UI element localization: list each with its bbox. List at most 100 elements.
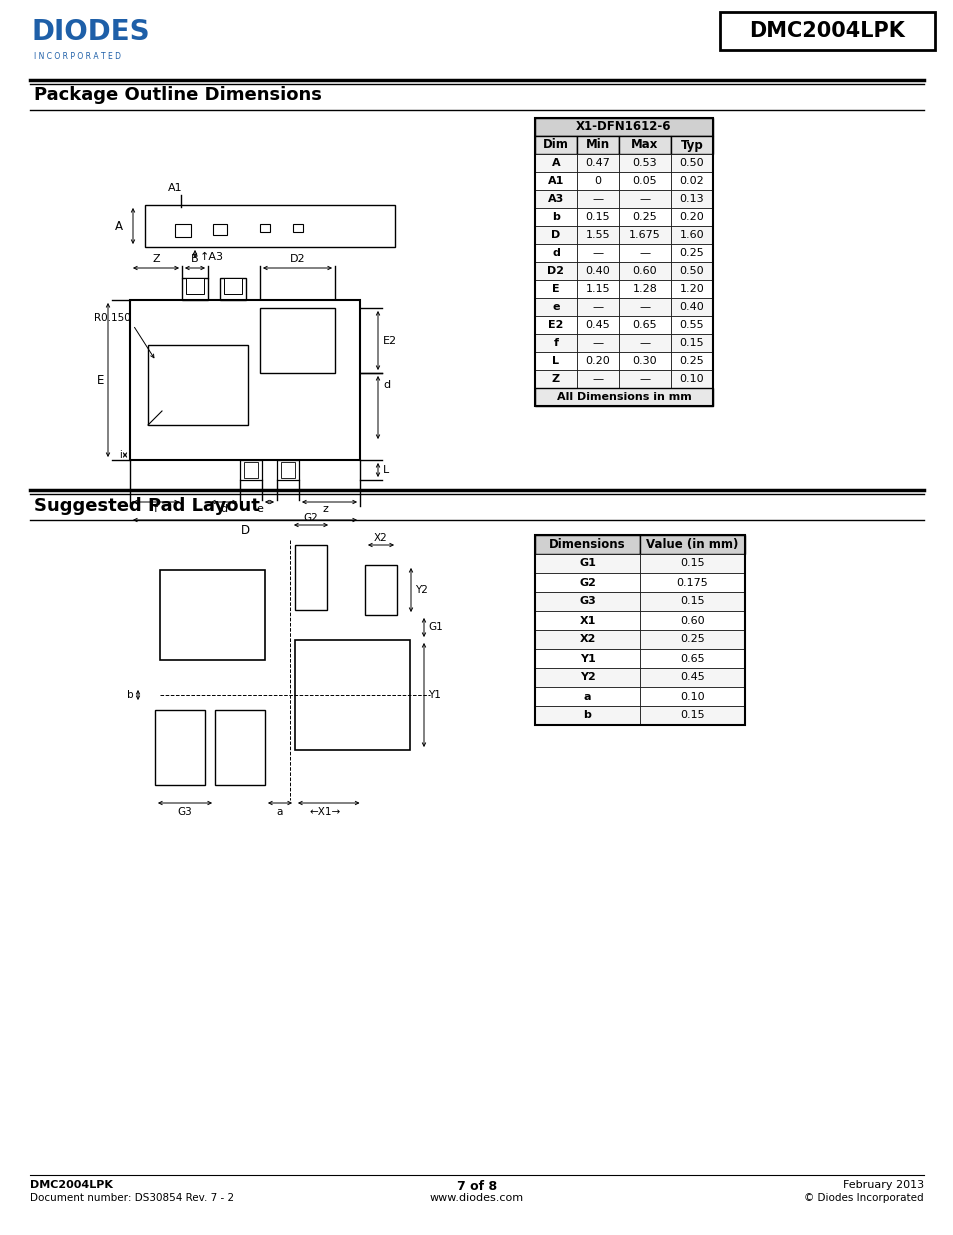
Text: G1: G1 <box>428 622 442 632</box>
Bar <box>577 226 618 245</box>
Bar <box>154 710 205 785</box>
Text: e: e <box>256 504 263 514</box>
Text: 0.20: 0.20 <box>679 212 703 222</box>
Text: Value (in mm): Value (in mm) <box>645 538 738 551</box>
Text: a: a <box>583 692 591 701</box>
Bar <box>618 280 670 298</box>
Bar <box>618 333 670 352</box>
Text: 1.28: 1.28 <box>632 284 657 294</box>
Text: 0.50: 0.50 <box>679 158 703 168</box>
Text: Y2: Y2 <box>579 673 595 683</box>
Bar <box>174 224 191 237</box>
Bar <box>639 573 744 592</box>
Bar <box>670 190 712 207</box>
Bar <box>670 245 712 262</box>
Text: f: f <box>553 338 558 348</box>
Text: a: a <box>276 806 283 818</box>
Bar <box>535 706 639 725</box>
Text: D: D <box>240 524 250 537</box>
Text: © Diodes Incorporated: © Diodes Incorporated <box>803 1193 923 1203</box>
Text: —: — <box>639 338 650 348</box>
Text: R0.150: R0.150 <box>94 312 131 324</box>
Text: —: — <box>592 303 603 312</box>
Text: 0.20: 0.20 <box>585 356 610 366</box>
Text: B: B <box>191 254 198 264</box>
Bar <box>670 207 712 226</box>
Bar <box>186 278 204 294</box>
Bar <box>160 571 265 659</box>
Bar <box>535 172 577 190</box>
Bar <box>535 190 577 207</box>
Bar <box>535 262 577 280</box>
Text: 0.45: 0.45 <box>585 320 610 330</box>
Bar <box>577 262 618 280</box>
Text: 0.05: 0.05 <box>632 177 657 186</box>
Text: —: — <box>639 248 650 258</box>
Text: —: — <box>592 194 603 204</box>
Bar <box>535 611 639 630</box>
Text: A3: A3 <box>547 194 563 204</box>
Bar <box>618 316 670 333</box>
Text: —: — <box>639 303 650 312</box>
Text: 0.15: 0.15 <box>679 558 704 568</box>
Bar <box>618 262 670 280</box>
Text: 0.60: 0.60 <box>679 615 704 625</box>
Bar <box>577 245 618 262</box>
Bar <box>639 668 744 687</box>
Bar <box>535 668 639 687</box>
Bar <box>639 630 744 650</box>
Text: 0.02: 0.02 <box>679 177 703 186</box>
Bar <box>639 535 744 555</box>
Bar <box>145 205 395 247</box>
Text: z: z <box>322 504 328 514</box>
Text: www.diodes.com: www.diodes.com <box>430 1193 523 1203</box>
Text: 0.53: 0.53 <box>632 158 657 168</box>
Text: G3: G3 <box>578 597 596 606</box>
Text: Document number: DS30854 Rev. 7 - 2: Document number: DS30854 Rev. 7 - 2 <box>30 1193 233 1203</box>
Text: DMC2004LPK: DMC2004LPK <box>749 21 904 41</box>
Text: 0.50: 0.50 <box>679 266 703 275</box>
Text: I N C O R P O R A T E D: I N C O R P O R A T E D <box>34 52 121 61</box>
Bar <box>577 136 618 154</box>
Text: X2: X2 <box>578 635 595 645</box>
Bar <box>535 298 577 316</box>
Text: i: i <box>119 450 122 459</box>
Bar <box>294 545 327 610</box>
Bar <box>294 640 410 750</box>
Text: Y1: Y1 <box>428 690 440 700</box>
Bar <box>535 535 744 725</box>
Text: —: — <box>639 374 650 384</box>
Bar <box>618 190 670 207</box>
Bar <box>577 190 618 207</box>
Bar <box>535 154 577 172</box>
Text: d: d <box>552 248 559 258</box>
Bar <box>577 352 618 370</box>
Text: 0.65: 0.65 <box>679 653 704 663</box>
Bar <box>244 462 257 478</box>
Text: d: d <box>382 380 390 390</box>
Text: ←X1→: ←X1→ <box>309 806 340 818</box>
Text: ↑A3: ↑A3 <box>200 252 224 262</box>
Bar <box>276 459 298 480</box>
Text: X1: X1 <box>578 615 595 625</box>
Bar <box>535 687 639 706</box>
Text: 7 of 8: 7 of 8 <box>456 1179 497 1193</box>
Bar <box>670 262 712 280</box>
Text: d: d <box>220 504 228 514</box>
Bar <box>535 226 577 245</box>
Text: All Dimensions in mm: All Dimensions in mm <box>556 391 691 403</box>
Text: 0.175: 0.175 <box>676 578 708 588</box>
Text: X2: X2 <box>374 534 388 543</box>
Text: L: L <box>552 356 558 366</box>
Bar <box>639 650 744 668</box>
Bar <box>535 650 639 668</box>
Bar <box>618 245 670 262</box>
Text: 1.55: 1.55 <box>585 230 610 240</box>
Text: b: b <box>128 690 133 700</box>
Text: G2: G2 <box>303 513 318 522</box>
Bar <box>577 280 618 298</box>
Text: A1: A1 <box>168 183 182 193</box>
Text: 0.10: 0.10 <box>679 374 703 384</box>
Text: 0.25: 0.25 <box>679 356 703 366</box>
Bar <box>618 136 670 154</box>
